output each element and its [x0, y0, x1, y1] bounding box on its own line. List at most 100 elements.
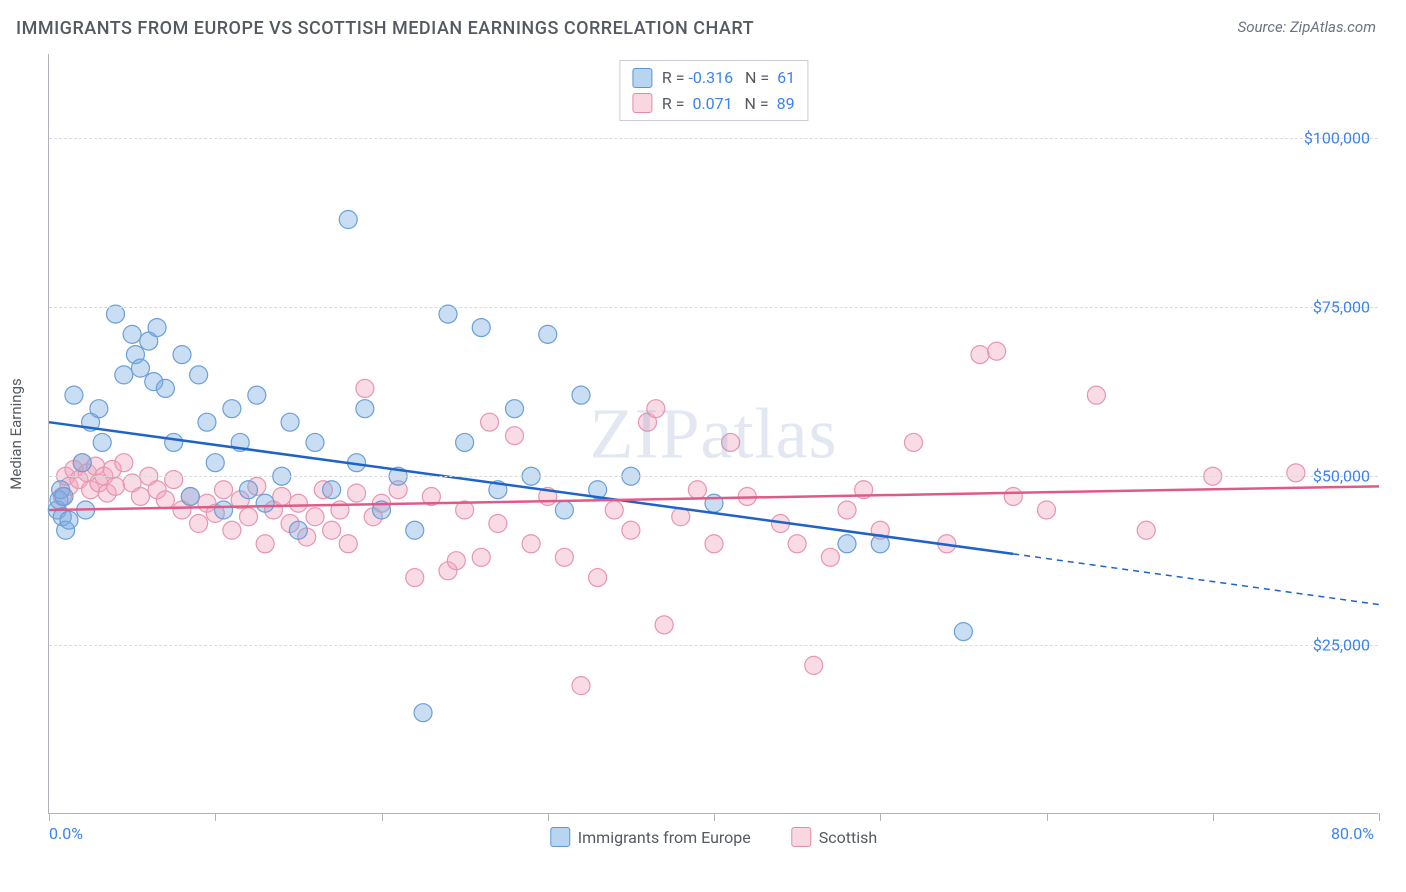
scatter-point — [323, 521, 341, 539]
scatter-point — [156, 491, 174, 509]
scatter-point — [289, 521, 307, 539]
x-tick — [880, 813, 881, 821]
x-tick — [1047, 813, 1048, 821]
scatter-point — [905, 433, 923, 451]
scatter-point — [339, 535, 357, 553]
scatter-point — [60, 511, 78, 529]
scatter-point — [181, 487, 199, 505]
scatter-point — [572, 677, 590, 695]
chart-source: Source: ZipAtlas.com — [1238, 18, 1376, 36]
series-legend: Immigrants from Europe Scottish — [550, 827, 877, 847]
scatter-point — [73, 454, 91, 472]
scatter-point — [190, 366, 208, 384]
legend-swatch-europe-icon — [550, 827, 570, 847]
scatter-point — [256, 494, 274, 512]
scatter-point — [306, 508, 324, 526]
scatter-point — [123, 325, 141, 343]
scatter-point — [472, 548, 490, 566]
scatter-point — [107, 477, 125, 495]
chart-header: IMMIGRANTS FROM EUROPE VS SCOTTISH MEDIA… — [0, 0, 1406, 47]
scatter-point — [555, 548, 573, 566]
legend-swatch-scottish-icon — [791, 827, 811, 847]
scatter-point — [506, 400, 524, 418]
scatter-point — [539, 325, 557, 343]
scatter-point — [572, 386, 590, 404]
scatter-point — [647, 400, 665, 418]
x-tick-label: 80.0% — [1331, 824, 1374, 843]
scatter-point — [655, 616, 673, 634]
legend-label: Immigrants from Europe — [578, 828, 751, 847]
legend-label: Scottish — [819, 828, 877, 847]
trend-line-extrapolated — [1013, 554, 1379, 605]
x-tick — [382, 813, 383, 821]
x-tick — [49, 813, 50, 821]
y-tick-label: $25,000 — [1313, 636, 1370, 655]
y-tick-label: $100,000 — [1304, 129, 1370, 148]
chart-container: Median Earnings ZIPatlas R = -0.316 N = … — [48, 54, 1378, 814]
scatter-point — [481, 413, 499, 431]
scatter-point — [281, 413, 299, 431]
scatter-point — [93, 433, 111, 451]
scatter-point — [356, 400, 374, 418]
x-tick — [714, 813, 715, 821]
legend-item-europe: Immigrants from Europe — [550, 827, 751, 847]
scatter-point — [148, 319, 166, 337]
scatter-point — [805, 656, 823, 674]
plot-area: ZIPatlas R = -0.316 N = 61 R = 0.071 N =… — [48, 54, 1378, 814]
plot-svg — [49, 54, 1378, 813]
legend-row-blue: R = -0.316 N = 61 — [632, 65, 795, 91]
scatter-point — [240, 481, 258, 499]
scatter-point — [306, 433, 324, 451]
scatter-point — [971, 346, 989, 364]
scatter-point — [156, 379, 174, 397]
scatter-point — [821, 548, 839, 566]
y-tick-label: $50,000 — [1313, 467, 1370, 486]
scatter-point — [323, 481, 341, 499]
x-tick — [548, 813, 549, 821]
scatter-point — [215, 501, 233, 519]
scatter-point — [456, 433, 474, 451]
scatter-point — [605, 501, 623, 519]
scatter-point — [406, 569, 424, 587]
scatter-point — [115, 366, 133, 384]
y-axis-label: Median Earnings — [7, 378, 25, 489]
scatter-point — [206, 454, 224, 472]
scatter-point — [838, 501, 856, 519]
x-tick-label: 0.0% — [49, 824, 83, 843]
scatter-point — [165, 433, 183, 451]
scatter-point — [131, 487, 149, 505]
scatter-point — [215, 481, 233, 499]
legend-swatch-blue-icon — [632, 68, 652, 88]
grid-line — [49, 307, 1378, 308]
grid-line — [49, 138, 1378, 139]
scatter-point — [223, 400, 241, 418]
scatter-point — [248, 386, 266, 404]
scatter-point — [788, 535, 806, 553]
scatter-point — [414, 704, 432, 722]
scatter-point — [589, 569, 607, 587]
scatter-point — [555, 501, 573, 519]
scatter-point — [1137, 521, 1155, 539]
scatter-point — [165, 471, 183, 489]
scatter-point — [722, 433, 740, 451]
scatter-point — [273, 487, 291, 505]
scatter-point — [198, 413, 216, 431]
chart-title: IMMIGRANTS FROM EUROPE VS SCOTTISH MEDIA… — [16, 18, 754, 39]
scatter-point — [131, 359, 149, 377]
x-tick — [1213, 813, 1214, 821]
scatter-point — [348, 484, 366, 502]
scatter-point — [173, 346, 191, 364]
grid-line — [49, 476, 1378, 477]
scatter-point — [688, 481, 706, 499]
scatter-point — [1087, 386, 1105, 404]
scatter-point — [506, 427, 524, 445]
legend-row-pink: R = 0.071 N = 89 — [632, 91, 795, 117]
scatter-point — [223, 521, 241, 539]
legend-swatch-pink-icon — [632, 93, 652, 113]
x-tick — [215, 813, 216, 821]
scatter-point — [240, 508, 258, 526]
scatter-point — [256, 535, 274, 553]
legend-item-scottish: Scottish — [791, 827, 877, 847]
scatter-point — [522, 535, 540, 553]
scatter-point — [1004, 487, 1022, 505]
